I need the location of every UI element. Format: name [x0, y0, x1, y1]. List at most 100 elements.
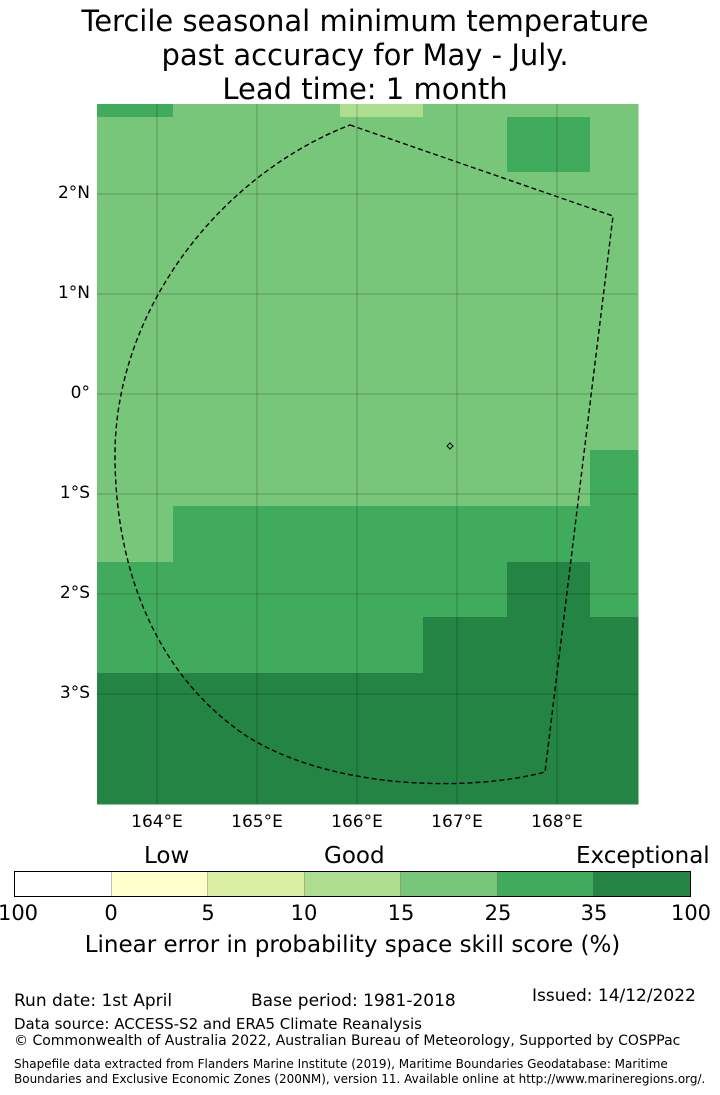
- island-outline: [446, 442, 454, 450]
- map-cell: [97, 506, 174, 563]
- map-cell: [173, 506, 257, 563]
- map-cell: [423, 506, 508, 563]
- colorbar-segment: [111, 872, 209, 896]
- map-cell: [340, 172, 424, 229]
- lat-label: 1°N: [57, 283, 90, 303]
- run-date: Run date: 1st April: [14, 991, 173, 1011]
- lat-label: 1°S: [59, 483, 90, 503]
- map-cell: [173, 172, 257, 229]
- colorbar-tick: 0: [104, 901, 118, 925]
- map-cell: [507, 339, 591, 396]
- map-cell: [507, 673, 591, 730]
- map-cell: [423, 104, 508, 118]
- map-cell: [340, 228, 424, 284]
- map-cell: [590, 673, 639, 730]
- map-cell: [507, 617, 591, 674]
- map-cell: [97, 228, 174, 284]
- map-cell: [173, 673, 257, 730]
- colorbar: [14, 871, 691, 897]
- map-cell: [507, 562, 591, 618]
- map-cell: [173, 117, 257, 173]
- lon-label: 165°E: [231, 812, 283, 832]
- map-cell: [97, 562, 174, 618]
- colorbar-tick: 5: [201, 901, 215, 925]
- lat-label: 0°: [70, 383, 90, 403]
- map-cell: [340, 339, 424, 396]
- map-cell: [423, 784, 508, 805]
- map-cell: [340, 506, 424, 563]
- map-cell: [590, 450, 639, 507]
- map-cell: [507, 117, 591, 173]
- map-cell: [173, 339, 257, 396]
- base-period: Base period: 1981-2018: [251, 991, 456, 1011]
- map-cell: [423, 228, 508, 284]
- map-cell: [256, 117, 341, 173]
- map-cell: [590, 784, 639, 805]
- map-cell: [423, 117, 508, 173]
- map-cell: [340, 617, 424, 674]
- lon-label: 164°E: [131, 812, 183, 832]
- title-line: past accuracy for May - July.: [161, 38, 569, 72]
- lon-label: 168°E: [531, 812, 583, 832]
- data-source: Data source: ACCESS-S2 and ERA5 Climate …: [14, 1015, 422, 1033]
- map-cell: [97, 784, 174, 805]
- map-cell: [97, 450, 174, 507]
- map-cell: [423, 283, 508, 340]
- map-cell: [507, 228, 591, 284]
- map-cell: [97, 104, 174, 118]
- map-cell: [256, 395, 341, 451]
- map-cell: [173, 450, 257, 507]
- map-cell: [590, 617, 639, 674]
- map-cell: [590, 283, 639, 340]
- map-cell: [340, 729, 424, 785]
- map-cell: [340, 283, 424, 340]
- map-cell: [97, 339, 174, 396]
- map-cell: [173, 283, 257, 340]
- colorbar-tick: 10: [290, 901, 318, 925]
- colorbar-category-low: Low: [144, 843, 190, 869]
- title-line: Tercile seasonal minimum temperature: [81, 4, 649, 38]
- shapefile-credit: Shapefile data extracted from Flanders M…: [14, 1057, 668, 1071]
- map-cell: [423, 339, 508, 396]
- map-cell: [256, 729, 341, 785]
- map-cell: [423, 617, 508, 674]
- map-cell: [256, 228, 341, 284]
- map-cell: [340, 673, 424, 730]
- map-cell: [97, 283, 174, 340]
- map-cell: [423, 729, 508, 785]
- colorbar-segment: [401, 872, 498, 896]
- map-cell: [173, 784, 257, 805]
- colorbar-tick: 100: [670, 901, 712, 925]
- issued-date: Issued: 14/12/2022: [532, 986, 696, 1006]
- map-cell: [256, 562, 341, 618]
- map-cell: [173, 562, 257, 618]
- skill-map: [97, 104, 639, 805]
- lat-label: 2°N: [57, 183, 90, 203]
- colorbar-segment: [594, 872, 691, 896]
- map-cell: [173, 395, 257, 451]
- colorbar-segment: [208, 872, 305, 896]
- map-cell: [173, 228, 257, 284]
- map-cell: [507, 450, 591, 507]
- map-cell: [423, 172, 508, 229]
- map-cell: [256, 617, 341, 674]
- eez-boundary: [114, 124, 614, 785]
- map-cell: [173, 104, 257, 118]
- map-cell: [507, 784, 591, 805]
- map-cell: [340, 395, 424, 451]
- colorbar-segment: [497, 872, 595, 896]
- map-cell: [97, 617, 174, 674]
- map-cell: [256, 339, 341, 396]
- map-cell: [423, 450, 508, 507]
- title-line: Lead time: 1 month: [222, 72, 508, 106]
- map-cell: [507, 172, 591, 229]
- map-cell: [256, 784, 341, 805]
- shapefile-credit: Boundaries and Exclusive Economic Zones …: [14, 1072, 706, 1086]
- colorbar-tick: 25: [484, 901, 512, 925]
- map-cell: [97, 172, 174, 229]
- map-title: Tercile seasonal minimum temperature pas…: [0, 4, 720, 106]
- map-cell: [256, 172, 341, 229]
- map-cell: [590, 562, 639, 618]
- lon-label: 166°E: [331, 812, 383, 832]
